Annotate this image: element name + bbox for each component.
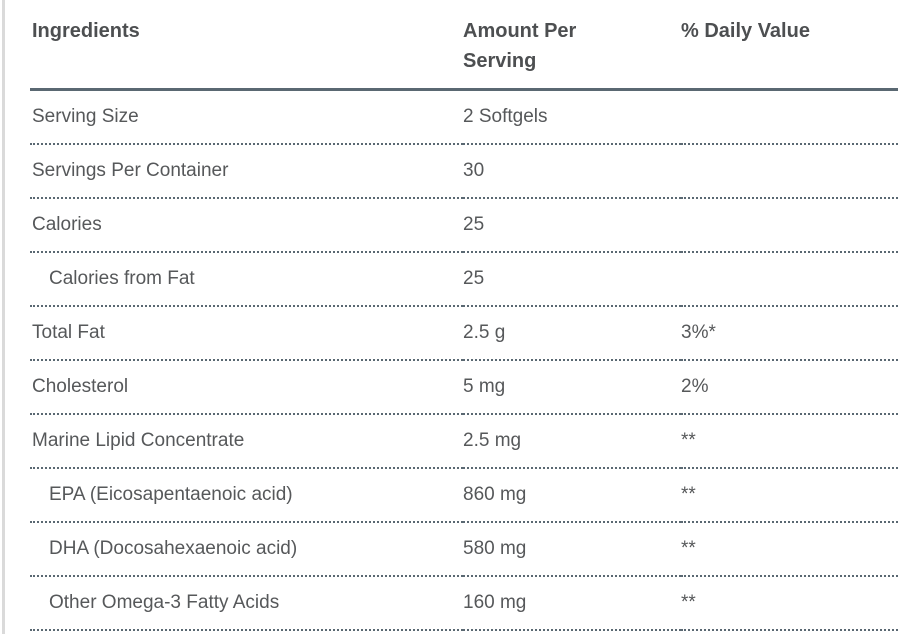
column-header-daily-value: % Daily Value [681, 8, 898, 91]
table-body: Serving Size 2 Softgels Servings Per Con… [30, 89, 898, 631]
amount-cell: 25 [463, 252, 681, 307]
amount-cell: 30 [463, 144, 681, 199]
daily-value-cell: 2% [681, 360, 898, 415]
column-header-ingredients-label: Ingredients [32, 20, 140, 42]
ingredient-cell: Marine Lipid Concentrate [30, 414, 463, 469]
table-header-row: Ingredients Amount Per Serving % Daily V… [30, 8, 898, 91]
table-row: Total Fat 2.5 g 3%* [30, 306, 898, 361]
left-edge-divider [2, 0, 5, 634]
ingredient-cell: Servings Per Container [30, 144, 463, 199]
daily-value-cell: ** [681, 522, 898, 577]
ingredient-cell: Calories [30, 198, 463, 253]
column-header-ingredients: Ingredients [30, 8, 463, 91]
amount-cell: 2.5 mg [463, 414, 681, 469]
daily-value-cell: ** [681, 468, 898, 523]
amount-cell: 2.5 g [463, 306, 681, 361]
ingredient-cell: Cholesterol [30, 360, 463, 415]
table-row: Cholesterol 5 mg 2% [30, 360, 898, 415]
daily-value-cell [681, 198, 898, 253]
table-row: Serving Size 2 Softgels [30, 89, 898, 145]
table-row: EPA (Eicosapentaenoic acid) 860 mg ** [30, 468, 898, 523]
table-row: Calories 25 [30, 198, 898, 253]
daily-value-cell: ** [681, 576, 898, 631]
ingredient-cell: Total Fat [30, 306, 463, 361]
daily-value-cell [681, 89, 898, 145]
amount-cell: 2 Softgels [463, 89, 681, 145]
ingredients-table: Ingredients Amount Per Serving % Daily V… [30, 8, 898, 631]
ingredient-cell: Other Omega-3 Fatty Acids [30, 576, 463, 631]
daily-value-cell: ** [681, 414, 898, 469]
ingredient-cell: Serving Size [30, 89, 463, 145]
column-header-daily-value-label: % Daily Value [681, 20, 810, 42]
column-header-amount-label: Amount Per Serving [463, 20, 577, 72]
table-row: Marine Lipid Concentrate 2.5 mg ** [30, 414, 898, 469]
amount-cell: 5 mg [463, 360, 681, 415]
daily-value-cell [681, 252, 898, 307]
ingredient-cell: DHA (Docosahexaenoic acid) [30, 522, 463, 577]
table-row: Other Omega-3 Fatty Acids 160 mg ** [30, 576, 898, 631]
amount-cell: 25 [463, 198, 681, 253]
daily-value-cell: 3%* [681, 306, 898, 361]
ingredient-cell: Calories from Fat [30, 252, 463, 307]
table-row: Calories from Fat 25 [30, 252, 898, 307]
column-header-amount-per-serving: Amount Per Serving [463, 8, 681, 91]
table-row: DHA (Docosahexaenoic acid) 580 mg ** [30, 522, 898, 577]
amount-cell: 160 mg [463, 576, 681, 631]
amount-cell: 860 mg [463, 468, 681, 523]
ingredient-cell: EPA (Eicosapentaenoic acid) [30, 468, 463, 523]
daily-value-cell [681, 144, 898, 199]
amount-cell: 580 mg [463, 522, 681, 577]
table-row: Servings Per Container 30 [30, 144, 898, 199]
